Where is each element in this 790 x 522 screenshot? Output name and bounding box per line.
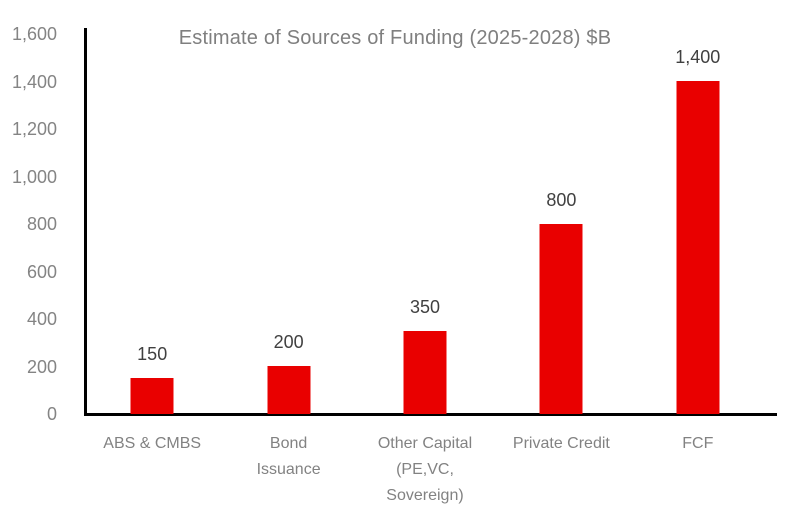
- bar-category-label: Other Capital (PE,VC, Sovereign): [377, 435, 473, 504]
- bar: [403, 331, 447, 414]
- y-tick-label: 1,400: [11, 71, 57, 92]
- bar-value-label: 800: [546, 190, 577, 210]
- y-tick-label: 600: [26, 261, 57, 282]
- bar-category-label: Private Credit: [512, 435, 610, 452]
- chart-title: Estimate of Sources of Funding (2025-202…: [178, 27, 612, 49]
- y-axis: 0 200 400 600 800 1,000 1,200 1,400 1,600: [0, 24, 57, 424]
- bar-category-label: FCF: [682, 435, 714, 452]
- bar: [130, 378, 174, 414]
- y-axis-line: [84, 28, 87, 416]
- bar-group: 800 Private Credit: [493, 34, 629, 452]
- bar-category-label: Bond Issuance: [256, 435, 321, 478]
- bar-group: 1,400 FCF: [630, 34, 766, 452]
- y-tick-label: 400: [26, 309, 57, 329]
- bar: [676, 81, 720, 414]
- bar-category-label: ABS & CMBS: [103, 435, 202, 452]
- plot-area: 150 ABS & CMBS 200 Bond Issuance 350 Other Ca…: [84, 34, 766, 504]
- y-tick-label: 0: [46, 404, 57, 424]
- bar-value-label: 1,400: [675, 47, 721, 67]
- x-axis-line: [84, 413, 777, 416]
- bar-group: 350 Other Capital (PE,VC, Sovereign): [357, 34, 493, 504]
- y-tick-label: 1,000: [11, 166, 57, 187]
- bar: [539, 224, 583, 414]
- bar-value-label: 200: [273, 332, 304, 352]
- bar-group: 200 Bond Issuance: [220, 34, 356, 478]
- bar-group: 150 ABS & CMBS: [84, 34, 220, 452]
- y-tick-label: 1,600: [11, 24, 57, 44]
- y-tick-label: 800: [26, 214, 57, 234]
- bar-value-label: 350: [409, 297, 441, 317]
- y-tick-label: 200: [26, 356, 57, 377]
- bar-value-label: 150: [137, 344, 168, 364]
- bar: [267, 366, 311, 414]
- y-tick-label: 1,200: [11, 119, 57, 139]
